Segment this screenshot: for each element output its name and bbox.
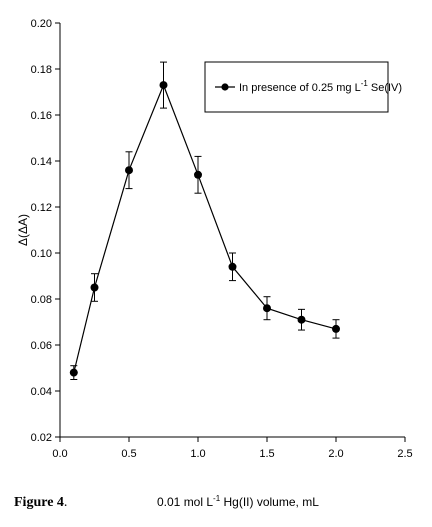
- data-point: [263, 304, 271, 313]
- figure-caption-label: Figure 4.: [14, 495, 67, 510]
- x-axis-title-main: 0.01 mol L: [157, 495, 213, 509]
- x-tick-label: 0.5: [121, 448, 136, 460]
- y-axis-ticks: 0.02 0.04 0.06 0.08 0.10 0.12 0.14 0.16 0.18 0.20: [31, 18, 60, 444]
- y-tick-label: 0.04: [31, 386, 52, 398]
- data-point: [228, 262, 237, 271]
- y-tick-label: 0.06: [31, 340, 52, 352]
- data-point: [90, 283, 99, 292]
- y-tick-label: 0.20: [31, 18, 52, 30]
- data-point: [332, 324, 340, 333]
- y-tick-label: 0.02: [31, 432, 52, 444]
- y-axis-title: Δ(ΔA): [16, 214, 30, 246]
- y-tick-label: 0.12: [31, 202, 52, 214]
- x-tick-label: 2.5: [397, 448, 412, 460]
- y-tick-label: 0.14: [31, 156, 52, 168]
- figure-label-period: .: [64, 495, 68, 510]
- y-tick-label: 0.10: [31, 248, 52, 260]
- legend-box: [204, 61, 389, 113]
- legend: In presence of 0.25 mg L-1 Se(IV): [204, 61, 402, 113]
- legend-label-suffix: Se(IV): [368, 82, 402, 94]
- x-tick-label: 2.0: [328, 448, 343, 460]
- x-axis-ticks: 0.0 0.5 1.0 1.5 2.0 2.5: [52, 437, 413, 460]
- x-tick-label: 1.5: [259, 448, 274, 460]
- data-point: [125, 166, 133, 175]
- legend-label: In presence of 0.25 mg L-1 Se(IV): [239, 79, 402, 94]
- data-point: [297, 315, 306, 324]
- data-point: [69, 368, 78, 377]
- y-tick-label: 0.18: [31, 64, 52, 76]
- x-tick-label: 0.0: [52, 448, 67, 460]
- x-axis-title-suffix: Hg(II) volume, mL: [220, 495, 319, 509]
- x-axis-title-superscript: -1: [213, 494, 221, 503]
- data-series: [69, 61, 340, 380]
- legend-label-main: In presence of 0.25 mg L: [239, 82, 361, 94]
- legend-label-superscript: -1: [361, 79, 369, 88]
- data-point: [159, 81, 168, 90]
- legend-marker: [221, 83, 229, 91]
- axes: [59, 23, 405, 438]
- x-tick-label: 1.0: [190, 448, 205, 460]
- figure-label: Figure 4: [14, 495, 64, 510]
- y-tick-label: 0.16: [31, 110, 52, 122]
- x-axis-title: 0.01 mol L-1 Hg(II) volume, mL: [157, 494, 319, 509]
- y-tick-label: 0.08: [31, 294, 52, 306]
- data-point: [194, 170, 202, 179]
